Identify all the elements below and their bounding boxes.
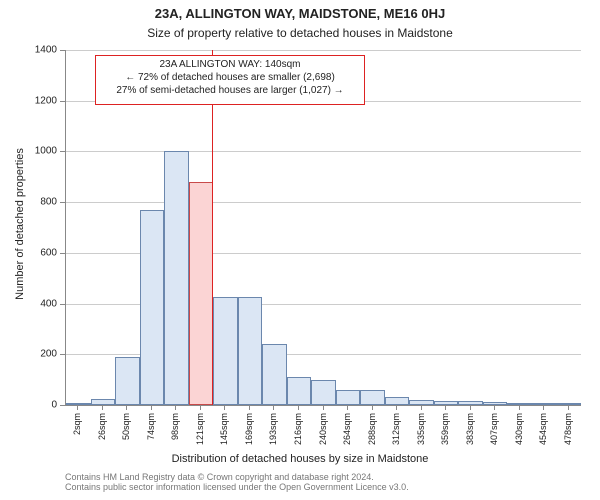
y-tick-label: 1000 xyxy=(0,146,57,157)
histogram-bar xyxy=(311,380,336,405)
y-tick-label: 400 xyxy=(0,298,57,309)
histogram-bar xyxy=(238,297,263,405)
x-tick xyxy=(273,405,274,410)
y-tick xyxy=(60,151,65,152)
x-tick-label: 98sqm xyxy=(170,413,180,440)
y-tick-label: 1400 xyxy=(0,45,57,56)
x-tick xyxy=(249,405,250,410)
x-tick xyxy=(470,405,471,410)
x-tick xyxy=(175,405,176,410)
x-tick-label: 121sqm xyxy=(195,413,205,445)
histogram-bar xyxy=(189,182,214,405)
x-tick xyxy=(77,405,78,410)
y-tick xyxy=(60,253,65,254)
chart-subtitle: Size of property relative to detached ho… xyxy=(0,26,600,40)
x-tick xyxy=(224,405,225,410)
histogram-bar xyxy=(140,210,165,405)
x-tick xyxy=(568,405,569,410)
grid-line xyxy=(66,151,581,152)
histogram-bar xyxy=(164,151,189,405)
x-tick-label: 145sqm xyxy=(219,413,229,445)
x-tick xyxy=(421,405,422,410)
x-tick-label: 50sqm xyxy=(121,413,131,440)
x-tick-label: 407sqm xyxy=(489,413,499,445)
annotation-line-3: 27% of semi-detached houses are larger (… xyxy=(100,84,360,97)
x-tick-label: 288sqm xyxy=(367,413,377,445)
y-tick-label: 800 xyxy=(0,197,57,208)
x-tick xyxy=(126,405,127,410)
x-tick-label: 169sqm xyxy=(244,413,254,445)
footer-line-1: Contains HM Land Registry data © Crown c… xyxy=(65,472,409,482)
x-axis-label: Distribution of detached houses by size … xyxy=(0,453,600,465)
x-tick xyxy=(323,405,324,410)
x-tick xyxy=(200,405,201,410)
grid-line xyxy=(66,202,581,203)
annotation-line-1: 23A ALLINGTON WAY: 140sqm xyxy=(100,58,360,71)
histogram-bar xyxy=(66,403,91,405)
y-tick-label: 200 xyxy=(0,349,57,360)
x-tick xyxy=(494,405,495,410)
y-tick xyxy=(60,354,65,355)
histogram-bar xyxy=(336,390,361,405)
x-tick-label: 478sqm xyxy=(563,413,573,445)
x-tick xyxy=(543,405,544,410)
y-tick xyxy=(60,202,65,203)
chart-container: 23A, ALLINGTON WAY, MAIDSTONE, ME16 0HJ … xyxy=(0,0,600,500)
x-tick xyxy=(396,405,397,410)
chart-title: 23A, ALLINGTON WAY, MAIDSTONE, ME16 0HJ xyxy=(0,6,600,21)
x-tick-label: 193sqm xyxy=(268,413,278,445)
x-tick-label: 26sqm xyxy=(97,413,107,440)
x-tick-label: 454sqm xyxy=(538,413,548,445)
x-tick-label: 216sqm xyxy=(293,413,303,445)
x-tick-label: 264sqm xyxy=(342,413,352,445)
x-tick xyxy=(151,405,152,410)
histogram-bar xyxy=(262,344,287,405)
grid-line xyxy=(66,50,581,51)
x-tick xyxy=(102,405,103,410)
y-tick xyxy=(60,304,65,305)
x-tick xyxy=(372,405,373,410)
histogram-bar xyxy=(385,397,410,405)
x-tick-label: 2sqm xyxy=(72,413,82,435)
annotation-line-2: ← 72% of detached houses are smaller (2,… xyxy=(100,71,360,84)
x-tick-label: 312sqm xyxy=(391,413,401,445)
footer-credits: Contains HM Land Registry data © Crown c… xyxy=(65,472,409,492)
x-tick-label: 74sqm xyxy=(146,413,156,440)
y-tick-label: 0 xyxy=(0,400,57,411)
x-tick-label: 335sqm xyxy=(416,413,426,445)
histogram-bar xyxy=(287,377,312,405)
footer-line-2: Contains public sector information licen… xyxy=(65,482,409,492)
x-tick-label: 383sqm xyxy=(465,413,475,445)
y-tick xyxy=(60,101,65,102)
x-tick xyxy=(445,405,446,410)
y-tick-label: 1200 xyxy=(0,95,57,106)
x-tick-label: 240sqm xyxy=(318,413,328,445)
histogram-bar xyxy=(115,357,140,405)
y-tick xyxy=(60,50,65,51)
x-tick xyxy=(519,405,520,410)
x-tick-label: 430sqm xyxy=(514,413,524,445)
x-tick xyxy=(347,405,348,410)
x-tick xyxy=(298,405,299,410)
histogram-bar xyxy=(213,297,238,405)
y-tick xyxy=(60,405,65,406)
y-tick-label: 600 xyxy=(0,247,57,258)
histogram-bar xyxy=(360,390,385,405)
annotation-box: 23A ALLINGTON WAY: 140sqm ← 72% of detac… xyxy=(95,55,365,105)
x-tick-label: 359sqm xyxy=(440,413,450,445)
